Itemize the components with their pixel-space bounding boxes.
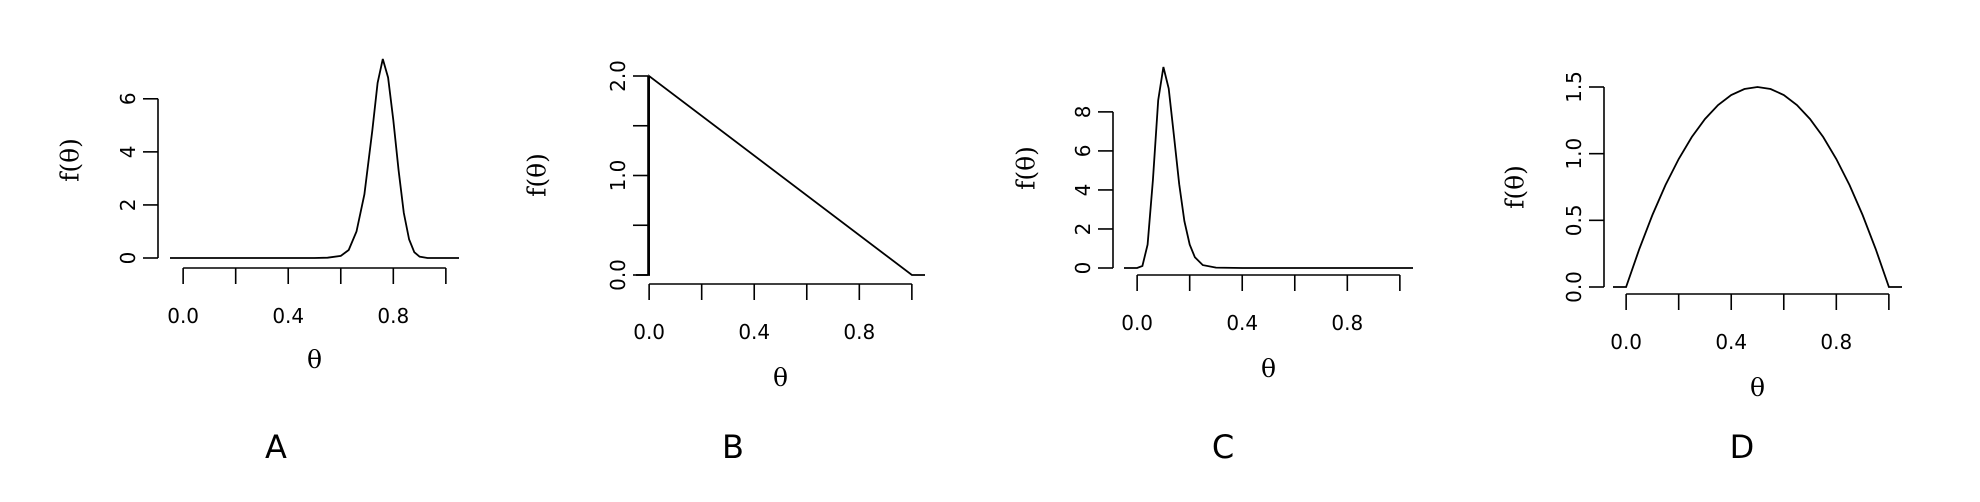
- y-tick-label: 2: [1071, 223, 1095, 236]
- x-axis-title: θ: [1750, 373, 1765, 402]
- y-tick-label: 0: [1071, 262, 1095, 275]
- y-tick-label: 2: [116, 199, 140, 212]
- panel-label: B: [722, 428, 744, 466]
- panel-a: 0.0 0.4 0.8 0 2 4 6 θ f(θ) A: [56, 58, 459, 466]
- panel-b: 0.0 0.4 0.8 0.0 1.0 2.0 θ f(θ) B: [523, 60, 925, 466]
- y-tick-label: 0.5: [1562, 204, 1586, 236]
- x-tick-label: 0.8: [843, 320, 875, 344]
- y-tick-label: 0.0: [1562, 271, 1586, 303]
- x-tick-label: 0.0: [167, 304, 199, 328]
- x-tick-label: 0.8: [1820, 330, 1852, 354]
- y-axis-title: f(θ): [523, 153, 552, 197]
- density-curve: [636, 74, 925, 276]
- x-tick-label: 0.8: [1331, 311, 1363, 335]
- y-axis-title: f(θ): [56, 138, 85, 182]
- y-tick-label: 2.0: [606, 60, 630, 92]
- x-tick-label: 0.8: [377, 304, 409, 328]
- panel-label: C: [1212, 428, 1234, 466]
- x-tick-label: 0.4: [738, 320, 770, 344]
- x-tick-label: 0.0: [1121, 311, 1153, 335]
- x-tick-label: 0.4: [272, 304, 304, 328]
- x-tick-label: 0.4: [1226, 311, 1258, 335]
- y-tick-label: 1.0: [606, 160, 630, 192]
- y-tick-label: 0: [116, 252, 140, 265]
- panel-c: 0.0 0.4 0.8 0 2 4 6 8 θ f(θ) C: [1012, 66, 1413, 466]
- density-curve: [1613, 86, 1902, 288]
- y-tick-label: 8: [1071, 106, 1095, 119]
- x-tick-label: 0.0: [1610, 330, 1642, 354]
- y-tick-label: 4: [116, 145, 140, 158]
- y-tick-label: 6: [116, 92, 140, 105]
- x-axis-title: θ: [307, 345, 322, 374]
- y-axis-title: f(θ): [1012, 146, 1041, 190]
- y-tick-label: 4: [1071, 184, 1095, 197]
- panel-label: D: [1730, 428, 1755, 466]
- panel-d: 0.0 0.4 0.8 0.0 0.5 1.0 1.5 θ f(θ) D: [1501, 71, 1902, 466]
- y-axis-title: f(θ): [1501, 165, 1530, 209]
- x-tick-label: 0.4: [1715, 330, 1747, 354]
- x-axis-title: θ: [773, 363, 788, 392]
- density-curve: [170, 58, 459, 259]
- y-tick-label: 1.0: [1562, 138, 1586, 170]
- y-tick-label: 1.5: [1562, 71, 1586, 103]
- panel-label: A: [265, 428, 287, 466]
- x-tick-label: 0.0: [633, 320, 665, 344]
- x-axis-title: θ: [1261, 354, 1276, 383]
- y-tick-label: 6: [1071, 145, 1095, 158]
- y-tick-label: 0.0: [606, 259, 630, 291]
- density-curve: [1124, 66, 1413, 269]
